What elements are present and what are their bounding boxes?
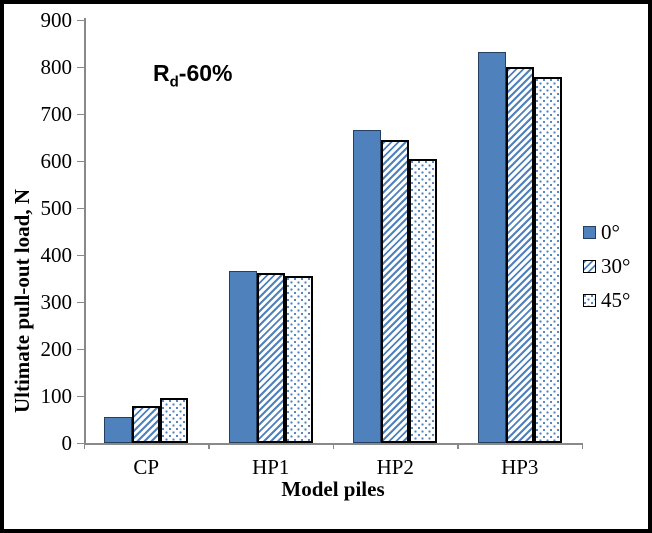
bar-HP1-30° xyxy=(256,272,285,443)
legend-swatch-hatch-icon xyxy=(583,259,596,273)
bar-CP-45° xyxy=(160,398,189,443)
y-tick-mark xyxy=(77,348,84,350)
y-tick-label: 900 xyxy=(40,8,73,32)
annotation-subscript: d xyxy=(169,73,179,91)
x-tick-mark xyxy=(457,443,459,449)
y-tick-mark xyxy=(77,113,84,115)
y-tick-mark xyxy=(77,254,84,256)
legend-item-45°: 45° xyxy=(583,288,631,312)
y-tick-mark xyxy=(77,160,84,162)
bar-CP-30° xyxy=(132,406,161,443)
bar-HP2-30° xyxy=(381,139,410,443)
x-category-label-HP1: HP1 xyxy=(252,455,290,479)
legend-label: 45° xyxy=(601,288,631,312)
legend-swatch-solid-icon xyxy=(583,225,596,239)
bar-HP1-0° xyxy=(228,271,257,443)
y-tick-label: 300 xyxy=(40,290,73,314)
bar-HP2-45° xyxy=(409,158,438,443)
y-tick-label: 800 xyxy=(40,55,73,79)
legend-item-0°: 0° xyxy=(583,220,620,244)
annotation-rest: -60% xyxy=(178,60,233,86)
y-tick-mark xyxy=(77,301,84,303)
legend-label: 0° xyxy=(601,220,620,244)
y-tick-mark xyxy=(77,395,84,397)
bar-HP2-0° xyxy=(353,130,382,443)
legend-swatch-dots-icon xyxy=(583,293,596,307)
x-category-label-HP3: HP3 xyxy=(501,455,539,479)
bar-HP1-45° xyxy=(284,276,313,443)
y-tick-label: 100 xyxy=(40,384,73,408)
x-tick-mark xyxy=(332,443,334,449)
y-axis-line xyxy=(84,18,86,444)
y-tick-label: 700 xyxy=(40,102,73,126)
y-tick-label: 600 xyxy=(40,149,73,173)
y-tick-mark xyxy=(77,66,84,68)
y-tick-mark xyxy=(77,19,84,21)
y-tick-label: 400 xyxy=(40,243,73,267)
y-tick-mark xyxy=(77,442,84,444)
x-tick-mark xyxy=(208,443,210,449)
bar-CP-0° xyxy=(104,417,133,443)
x-category-label-CP: CP xyxy=(133,455,160,479)
x-tick-mark xyxy=(581,443,583,449)
y-tick-label: 200 xyxy=(40,337,73,361)
legend-label: 30° xyxy=(601,254,631,278)
y-tick-mark xyxy=(77,207,84,209)
bar-HP3-0° xyxy=(477,51,506,443)
x-category-label-HP2: HP2 xyxy=(376,455,414,479)
annotation-main: R xyxy=(153,60,170,86)
x-tick-mark xyxy=(83,443,85,449)
bar-HP3-45° xyxy=(533,77,562,443)
x-axis-title: Model piles xyxy=(281,477,385,501)
legend-item-30°: 30° xyxy=(583,254,631,278)
bar-HP3-30° xyxy=(505,67,534,443)
y-tick-label: 500 xyxy=(40,196,73,220)
relative-density-annotation: Rd-60% xyxy=(153,60,233,90)
y-tick-label: 0 xyxy=(61,431,73,455)
